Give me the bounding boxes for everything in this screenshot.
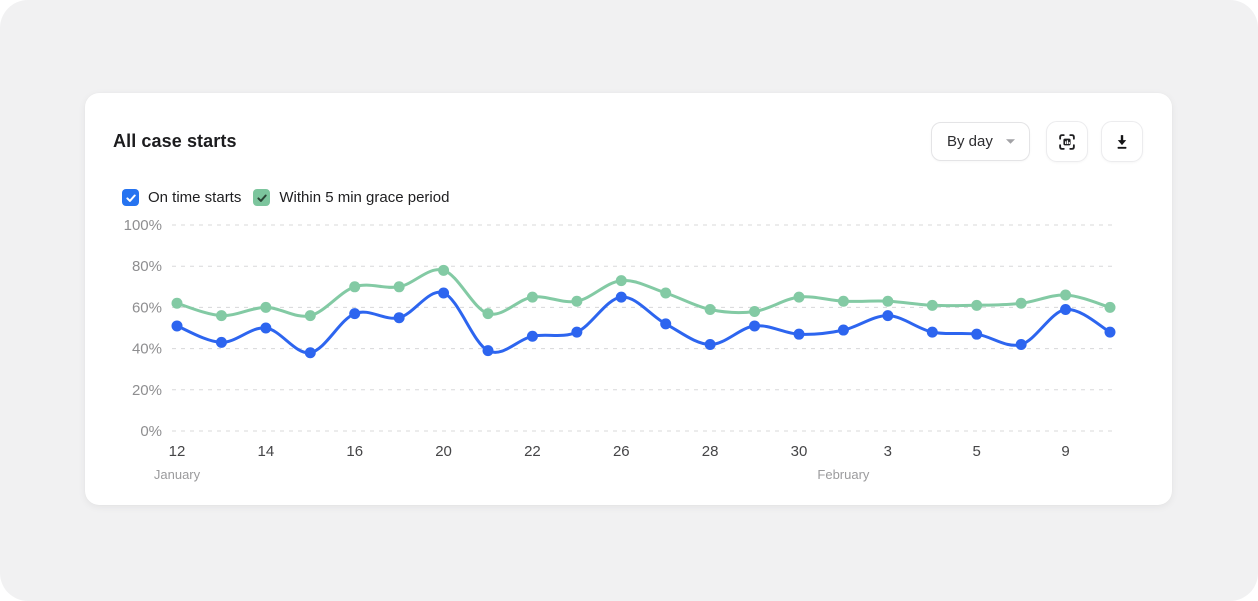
svg-text:12: 12 <box>169 443 186 460</box>
svg-text:26: 26 <box>613 443 630 460</box>
page-title: All case starts <box>113 131 237 151</box>
svg-text:20: 20 <box>435 443 452 460</box>
svg-text:80%: 80% <box>132 258 162 275</box>
svg-text:40%: 40% <box>132 341 162 358</box>
on-time-starts-checkbox[interactable] <box>122 189 139 206</box>
svg-text:February: February <box>817 467 870 482</box>
chart-legend: On time starts Within 5 min grace period <box>122 189 449 206</box>
svg-text:5: 5 <box>973 443 981 460</box>
download-button[interactable] <box>1101 121 1143 162</box>
svg-text:9: 9 <box>1061 443 1069 460</box>
by-day-dropdown-value: By day <box>947 133 993 150</box>
grace-period-checkbox[interactable] <box>253 189 271 206</box>
svg-text:0%: 0% <box>140 423 162 440</box>
svg-text:16: 16 <box>346 443 363 460</box>
legend-label-grace-period: Within 5 min grace period <box>279 189 450 206</box>
svg-text:3: 3 <box>884 443 892 460</box>
svg-text:January: January <box>154 467 201 482</box>
svg-text:100%: 100% <box>124 217 162 234</box>
svg-text:60%: 60% <box>132 299 162 316</box>
expand-chart-icon <box>1056 131 1078 153</box>
chevron-down-icon <box>1005 138 1016 145</box>
svg-text:14: 14 <box>258 443 275 460</box>
legend-item-grace-period: Within 5 min grace period <box>253 189 449 206</box>
all-case-starts-card: All case starts By day <box>85 93 1172 505</box>
by-day-dropdown[interactable]: By day <box>931 122 1030 161</box>
legend-item-on-time-starts: On time starts <box>122 189 241 206</box>
svg-text:20%: 20% <box>132 382 162 399</box>
svg-text:22: 22 <box>524 443 541 460</box>
legend-label-on-time-starts: On time starts <box>148 189 242 206</box>
svg-text:30: 30 <box>791 443 808 460</box>
expand-chart-button[interactable] <box>1046 121 1088 162</box>
svg-text:28: 28 <box>702 443 719 460</box>
download-icon <box>1111 131 1133 153</box>
